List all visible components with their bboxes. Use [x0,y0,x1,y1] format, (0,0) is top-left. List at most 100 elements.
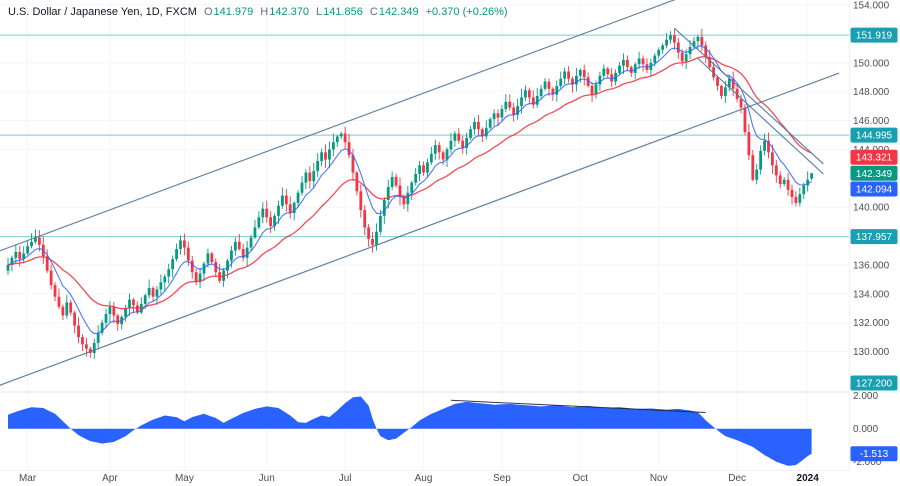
candle [700,36,704,46]
candle [73,312,77,326]
candlestick-series [6,28,813,360]
trendlines[interactable] [0,0,840,388]
candle [747,132,751,156]
candle [14,251,18,258]
time-axis[interactable]: Mar Apr May Jun Jul Aug Sep Oct Nov Dec 2024 [0,470,900,486]
candle [108,306,112,315]
indicator-tick-label: 2.000 [853,391,878,402]
candle [641,58,645,65]
candle [531,97,535,105]
candle [543,81,547,89]
price-tick-label: 154.000 [853,1,890,12]
time-tick-label: Apr [102,473,118,484]
candle [692,41,696,47]
candle [594,84,598,95]
candle [300,182,304,193]
candle [618,65,621,73]
time-tick-label: Aug [415,473,433,484]
price-axis-badge[interactable] [850,149,898,165]
price-axis[interactable]: 154.000150.000148.000146.000144.000140.0… [849,0,900,486]
price-axis-badge[interactable] [850,165,898,181]
candle [116,315,120,325]
candle [88,348,92,354]
close-value: 142.349 [378,6,419,18]
candle [18,251,22,260]
candle [292,202,296,213]
candle [210,253,214,263]
price-axis-badge[interactable] [850,127,898,143]
price-axis-badge[interactable] [850,181,898,197]
candle [653,55,657,63]
candle [453,133,457,141]
candle [539,88,543,97]
candle [469,129,472,138]
candle [241,249,245,258]
candle [237,241,241,250]
candle [676,42,680,53]
candle [571,78,574,85]
candle [637,58,641,65]
candle [402,197,406,205]
candle [759,150,763,170]
candle [367,227,371,239]
candle [673,35,676,43]
price-tick-label: 140.000 [853,203,890,214]
oscillator-divergence-line [450,399,706,414]
candle [406,192,410,205]
candle [810,173,813,179]
candle [394,176,398,186]
price-axis-badge[interactable] [850,27,898,43]
candle [155,289,159,297]
candle [179,240,182,250]
high-value: 142.370 [269,6,309,18]
candle [135,305,139,313]
indicator-axis-badge[interactable] [850,446,898,462]
chart-legend: U.S. Dollar / Japanese Yen, 1D, FXCM O 14… [8,5,508,19]
candle [104,314,108,323]
candle [284,195,288,205]
candle [723,87,727,97]
candle [504,101,508,110]
svg-text:137.957: 137.957 [856,232,893,243]
candle [77,325,80,338]
price-tick-label: 136.000 [853,260,890,271]
candle [527,90,531,98]
candle [516,106,519,115]
price-tick-label: 148.000 [853,87,890,98]
candle [230,250,233,261]
candle [606,68,610,75]
time-tick-label: 2024 [797,473,820,484]
candle [351,155,355,173]
change-value: +0.370 (+0.26%) [425,6,508,18]
candle [112,306,116,316]
candle [390,176,394,187]
candle [575,75,578,85]
candle [449,140,453,150]
indicator-tick-label: -2.000 [853,457,882,468]
candle [159,282,163,290]
candle [347,142,351,156]
candle [418,165,421,174]
candle [281,195,284,206]
time-tick-label: Oct [573,473,589,484]
candle [731,78,735,89]
candle [163,276,167,283]
svg-text:151.919: 151.919 [856,31,893,42]
candle [85,344,88,349]
candle [261,208,265,218]
svg-text:142.094: 142.094 [856,184,893,195]
price-tick-label: 130.000 [853,347,890,358]
candle [34,237,37,242]
price-axis-badge[interactable] [850,375,898,391]
candle [806,179,810,186]
candle [375,231,378,245]
symbol-title[interactable]: U.S. Dollar / Japanese Yen, 1D, FXCM [8,6,197,18]
candle [183,240,186,248]
candle [563,71,567,79]
price-axis-badge[interactable] [850,229,898,245]
candle [249,237,253,248]
candle [559,78,563,86]
candle [696,36,700,42]
